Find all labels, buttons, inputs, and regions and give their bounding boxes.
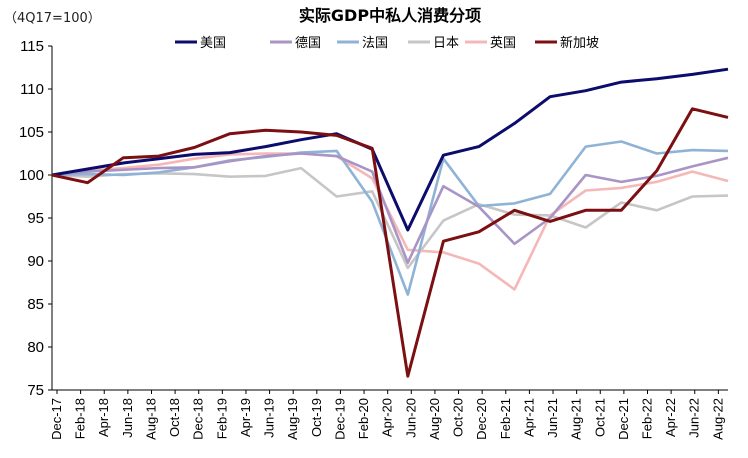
x-tick-label: Jun-20 (403, 398, 418, 438)
x-tick-label: Apr-21 (521, 398, 536, 437)
x-tick-label: Dec-18 (191, 398, 206, 440)
y-tick-label: 105 (19, 124, 44, 141)
y-tick-label: 100 (19, 167, 44, 184)
x-tick-label: Oct-20 (451, 398, 466, 437)
series-line-6 (51, 107, 729, 378)
x-tick-label: Feb-20 (356, 398, 371, 439)
x-tick-label: Dec-17 (49, 398, 64, 440)
legend-label-5: 英国 (490, 36, 516, 51)
x-tick-label: Dec-20 (474, 398, 489, 440)
x-tick-label: Feb-22 (640, 398, 655, 439)
y-tick-label: 115 (20, 38, 44, 55)
chart-title: 实际GDP中私人消费分项 (299, 6, 481, 25)
x-tick-label: Feb-19 (214, 398, 229, 439)
legend-label-2: 德国 (295, 36, 321, 51)
x-tick-label: Jun-21 (545, 398, 560, 438)
unit-label: （4Q17=100） (4, 11, 101, 26)
x-tick-label: Feb-18 (73, 398, 88, 439)
x-tick-label: Aug-19 (285, 398, 300, 440)
x-tick-label: Oct-19 (309, 398, 324, 437)
x-tick-label: Aug-22 (710, 398, 725, 440)
y-tick-label: 80 (27, 339, 44, 356)
x-tick-label: Oct-21 (592, 398, 607, 437)
series-line-3 (51, 140, 729, 296)
y-tick-label: 110 (20, 81, 44, 98)
x-tick-label: Jun-18 (120, 398, 135, 438)
x-tick-label: Dec-19 (332, 398, 347, 440)
series-line-2 (51, 152, 729, 265)
x-tick-label: Aug-20 (427, 398, 442, 440)
y-tick-label: 75 (27, 382, 44, 399)
x-tick-label: Jun-22 (687, 398, 702, 438)
y-tick-label: 95 (27, 210, 44, 227)
series-line-4 (51, 166, 729, 270)
x-axis: Dec-17 Feb-18 Apr-18 Jun-18 Aug-18 Oct-18 Dec-… (49, 389, 728, 440)
legend-label-4: 日本 (433, 36, 459, 51)
y-tick-label: 90 (27, 253, 44, 270)
legend-label-1: 美国 (200, 36, 226, 51)
x-tick-label: Feb-21 (498, 398, 513, 439)
x-tick-label: Dec-21 (616, 398, 631, 440)
x-tick-label: Oct-18 (167, 398, 182, 437)
x-tick-label: Apr-19 (238, 398, 253, 437)
x-tick-label: Apr-18 (96, 398, 111, 437)
y-axis: 75 80 85 90 95 100 105 110 115 (19, 38, 53, 399)
legend: 美国 德国 法国 日本 英国 新加坡 (175, 35, 599, 51)
series-lines (51, 67, 729, 378)
x-tick-label: Apr-22 (663, 398, 678, 437)
x-tick-label: Apr-20 (380, 398, 395, 437)
series-line-1 (51, 67, 729, 232)
x-tick-label: Jun-19 (262, 398, 277, 438)
legend-label-6: 新加坡 (560, 35, 599, 51)
legend-label-3: 法国 (362, 36, 388, 51)
y-tick-label: 85 (27, 296, 44, 313)
x-tick-label: Aug-18 (143, 398, 158, 440)
x-tick-label: Aug-21 (569, 398, 584, 440)
